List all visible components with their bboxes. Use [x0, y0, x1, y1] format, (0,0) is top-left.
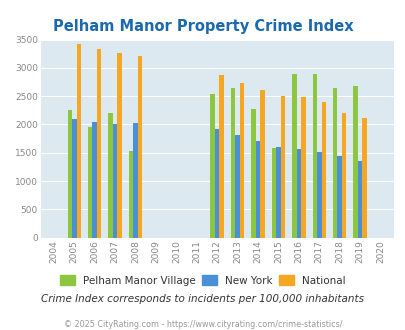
- Bar: [214, 129, 219, 238]
- Text: Crime Index corresponds to incidents per 100,000 inhabitants: Crime Index corresponds to incidents per…: [41, 294, 364, 304]
- Bar: [92, 122, 97, 238]
- Bar: [137, 56, 142, 238]
- Bar: [332, 88, 337, 238]
- Bar: [337, 155, 341, 238]
- Bar: [235, 135, 239, 238]
- Bar: [271, 148, 275, 238]
- Bar: [108, 113, 113, 238]
- Bar: [352, 86, 357, 238]
- Bar: [260, 90, 264, 238]
- Bar: [88, 127, 92, 238]
- Bar: [117, 53, 121, 238]
- Bar: [292, 74, 296, 238]
- Bar: [362, 118, 366, 238]
- Bar: [357, 161, 362, 238]
- Bar: [255, 141, 260, 238]
- Bar: [312, 74, 316, 238]
- Bar: [133, 123, 137, 238]
- Bar: [321, 102, 325, 238]
- Bar: [239, 83, 244, 238]
- Bar: [97, 49, 101, 238]
- Bar: [251, 109, 255, 238]
- Bar: [113, 124, 117, 238]
- Bar: [280, 96, 284, 238]
- Bar: [77, 44, 81, 238]
- Text: Pelham Manor Property Crime Index: Pelham Manor Property Crime Index: [53, 19, 352, 34]
- Bar: [341, 113, 345, 238]
- Text: © 2025 CityRating.com - https://www.cityrating.com/crime-statistics/: © 2025 CityRating.com - https://www.city…: [64, 319, 341, 329]
- Bar: [67, 110, 72, 238]
- Bar: [210, 94, 214, 238]
- Bar: [230, 88, 235, 238]
- Bar: [275, 147, 280, 238]
- Bar: [316, 152, 321, 238]
- Bar: [219, 75, 224, 238]
- Legend: Pelham Manor Village, New York, National: Pelham Manor Village, New York, National: [56, 271, 349, 290]
- Bar: [301, 97, 305, 238]
- Bar: [72, 119, 77, 238]
- Bar: [296, 149, 301, 238]
- Bar: [128, 151, 133, 238]
